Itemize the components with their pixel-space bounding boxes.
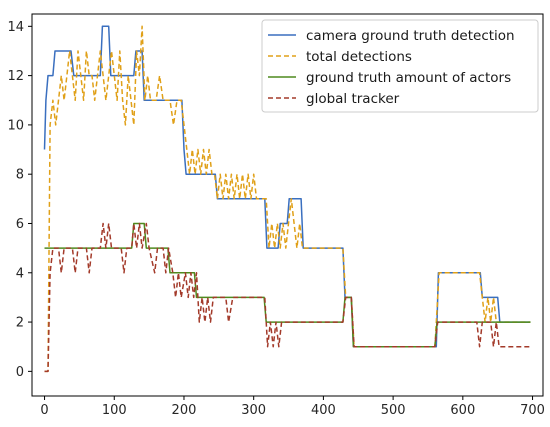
plot-frame — [31, 13, 544, 397]
series-layer — [43, 25, 531, 373]
x-tick-label: 100 — [102, 403, 127, 418]
x-tick-label: 600 — [450, 403, 475, 418]
x-tick-label: 700 — [520, 403, 545, 418]
y-tick-label: 12 — [7, 69, 24, 84]
legend-label-3: ground truth amount of actors — [306, 70, 511, 86]
x-tick-label: 500 — [381, 403, 406, 418]
legend: camera ground truth detection total detec… — [261, 19, 539, 113]
legend-label-1: camera ground truth detection — [306, 28, 515, 44]
y-axis: 0 2 4 6 8 10 12 14 — [7, 20, 32, 380]
y-tick-label: 14 — [7, 20, 24, 35]
x-tick-label: 400 — [311, 403, 336, 418]
x-tick-label: 0 — [40, 403, 48, 418]
series-line-2 — [44, 25, 531, 373]
x-axis: 0 100 200 300 400 500 600 700 — [40, 396, 545, 418]
series-line-3 — [44, 222, 531, 348]
x-tick-label: 200 — [172, 403, 197, 418]
y-tick-label: 6 — [16, 217, 24, 232]
y-tick-label: 8 — [16, 168, 24, 183]
x-tick-label: 300 — [241, 403, 266, 418]
y-tick-label: 0 — [16, 365, 24, 380]
series-line-4 — [44, 222, 531, 373]
y-tick-label: 4 — [16, 266, 24, 281]
y-tick-label: 10 — [7, 118, 24, 133]
legend-box — [261, 19, 539, 113]
y-tick-label: 2 — [16, 316, 24, 331]
legend-label-4: global tracker — [306, 91, 400, 107]
legend-label-2: total detections — [306, 49, 412, 65]
